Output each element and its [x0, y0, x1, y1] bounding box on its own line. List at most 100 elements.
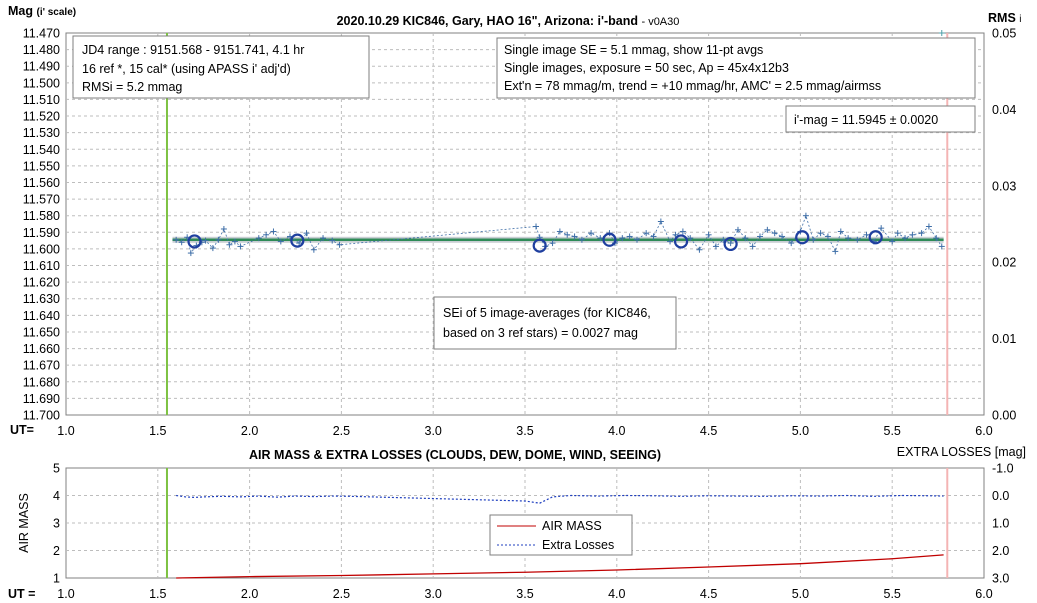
info-box-top-left: JD4 range : 9151.568 - 9151.741, 4.1 hr …	[72, 35, 370, 99]
x-tick-labels: 1.0 1.5 2.0 2.5 3.0 3.5 4.0 4.5 5.0 5.5 6.0	[57, 587, 992, 601]
x-tick-label: 1.5	[149, 587, 166, 601]
data-point	[802, 212, 809, 219]
info-line: Single images, exposure = 50 sec, Ap = 4…	[504, 61, 789, 75]
data-point	[220, 225, 227, 232]
y-tick-label: 11.500	[23, 76, 60, 90]
y-tick-label: 11.680	[23, 375, 60, 389]
average-point	[602, 232, 617, 247]
x-tick-label: 5.5	[884, 424, 901, 438]
y2-tick-label: 0.00	[992, 409, 1016, 423]
y-tick-label: 11.550	[23, 159, 60, 173]
data-point	[925, 223, 932, 230]
legend-entry: Extra Losses	[542, 538, 614, 552]
data-point	[824, 233, 831, 240]
data-point	[270, 228, 277, 235]
airmass-chart: 5 4 3 2 1 -1.0 0.0 1.0 2.0 3.0 1.0 1.5 2.0 2.5 3.0 3.…	[8, 445, 1026, 601]
x-tick-label: 2.0	[241, 587, 258, 601]
x-tick-label: 3.0	[425, 587, 442, 601]
x-tick-label: 4.0	[608, 424, 625, 438]
data-point	[788, 240, 795, 247]
data-point	[817, 230, 824, 237]
y-tick-label: 11.590	[23, 226, 60, 240]
y-tick-label: 3	[53, 517, 60, 531]
y-tick-label: 11.510	[23, 93, 60, 107]
y2-tick-label: 0.02	[992, 256, 1016, 270]
y2-tick-labels: 0.05 0.04 0.03 0.02 0.01 0.00	[992, 27, 1016, 423]
data-point	[878, 225, 885, 232]
data-point	[626, 233, 633, 240]
data-point	[549, 240, 556, 247]
average-point	[795, 230, 810, 245]
info-box-top-right: Single image SE = 5.1 mmag, show 11-pt a…	[496, 37, 976, 99]
data-point	[779, 233, 786, 240]
data-point	[255, 235, 262, 242]
x-tick-label: 1.0	[57, 587, 74, 601]
y2-tick-label: 2.0	[992, 544, 1009, 558]
average-point	[723, 236, 738, 252]
range-lines	[165, 468, 949, 578]
x-tick-labels: 1.0 1.5 2.0 2.5 3.0 3.5 4.0 4.5 5.0 5.5 6.0	[57, 424, 992, 438]
data-point	[310, 246, 317, 253]
data-point	[320, 235, 327, 242]
y-tick-label: 11.560	[23, 176, 60, 190]
x-tick-label: 3.5	[516, 424, 533, 438]
x-tick-label: 5.0	[792, 424, 809, 438]
data-point	[863, 231, 870, 238]
y-tick-label: 11.640	[23, 309, 60, 323]
y-tick-label: 11.490	[23, 60, 60, 74]
data-point	[705, 231, 712, 238]
data-point	[533, 223, 540, 230]
data-point	[329, 237, 336, 244]
average-point	[187, 234, 202, 249]
x-tick-label: 2.5	[333, 424, 350, 438]
data-point	[597, 235, 604, 242]
y-tick-label: 4	[53, 489, 60, 503]
x-tick-label: 2.5	[333, 587, 350, 601]
x-tick-label: 4.5	[700, 587, 717, 601]
data-point	[742, 235, 749, 242]
y-tick-label: 5	[53, 462, 60, 476]
y-tick-label: 11.600	[23, 242, 60, 256]
imag-result-box: i'-mag = 11.5945 ± 0.0020	[785, 105, 976, 133]
sei-line: based on 3 ref stars) = 0.0027 mag	[443, 326, 638, 340]
y-tick-label: 11.570	[23, 193, 60, 207]
data-point	[696, 246, 703, 253]
data-point	[810, 236, 817, 243]
data-point	[215, 236, 222, 243]
info-line: 16 ref *, 15 cal* (using APASS i' adj'd)	[82, 62, 291, 76]
info-line: Single image SE = 5.1 mmag, show 11-pt a…	[504, 43, 763, 57]
data-point	[938, 243, 945, 250]
y2-tick-label: 0.05	[992, 27, 1016, 41]
series-line	[176, 554, 944, 579]
x-tick-label: 5.0	[792, 587, 809, 601]
x-tick-label: 1.0	[57, 424, 74, 438]
y2-axis-label: EXTRA LOSSES [mag]	[897, 445, 1026, 459]
y-tick-label: 11.660	[23, 342, 60, 356]
x-axis-prefix: UT =	[8, 587, 35, 601]
data-point	[933, 235, 940, 242]
x-tick-label: 4.5	[700, 424, 717, 438]
data-point	[571, 233, 578, 240]
sei-line: SEi of 5 image-averages (for KIC846,	[443, 306, 651, 320]
y-tick-labels: 11.470 11.480 11.490 11.500 11.510 11.520 11.5…	[23, 27, 60, 423]
chart-title: 2020.10.29 KIC846, Gary, HAO 16", Arizon…	[337, 14, 680, 28]
sei-box: SEi of 5 image-averages (for KIC846, bas…	[433, 296, 677, 350]
data-point	[277, 238, 284, 245]
y-axis-label: AIR MASS	[17, 493, 31, 553]
average-point	[868, 230, 883, 245]
data-point	[771, 230, 778, 237]
y-tick-label: 11.630	[23, 292, 60, 306]
data-point	[832, 248, 839, 255]
data-point	[578, 236, 585, 243]
legend: AIR MASS Extra Losses	[489, 514, 633, 556]
data-point	[749, 243, 756, 250]
average-point	[532, 238, 547, 253]
average-point	[290, 233, 305, 248]
data-point	[938, 30, 945, 36]
series-line	[176, 494, 944, 504]
data-point	[837, 228, 844, 235]
y2-tick-label: 0.03	[992, 179, 1016, 193]
x-tick-label: 6.0	[975, 587, 992, 601]
x-tick-label: 3.0	[425, 424, 442, 438]
data-point	[854, 236, 861, 243]
